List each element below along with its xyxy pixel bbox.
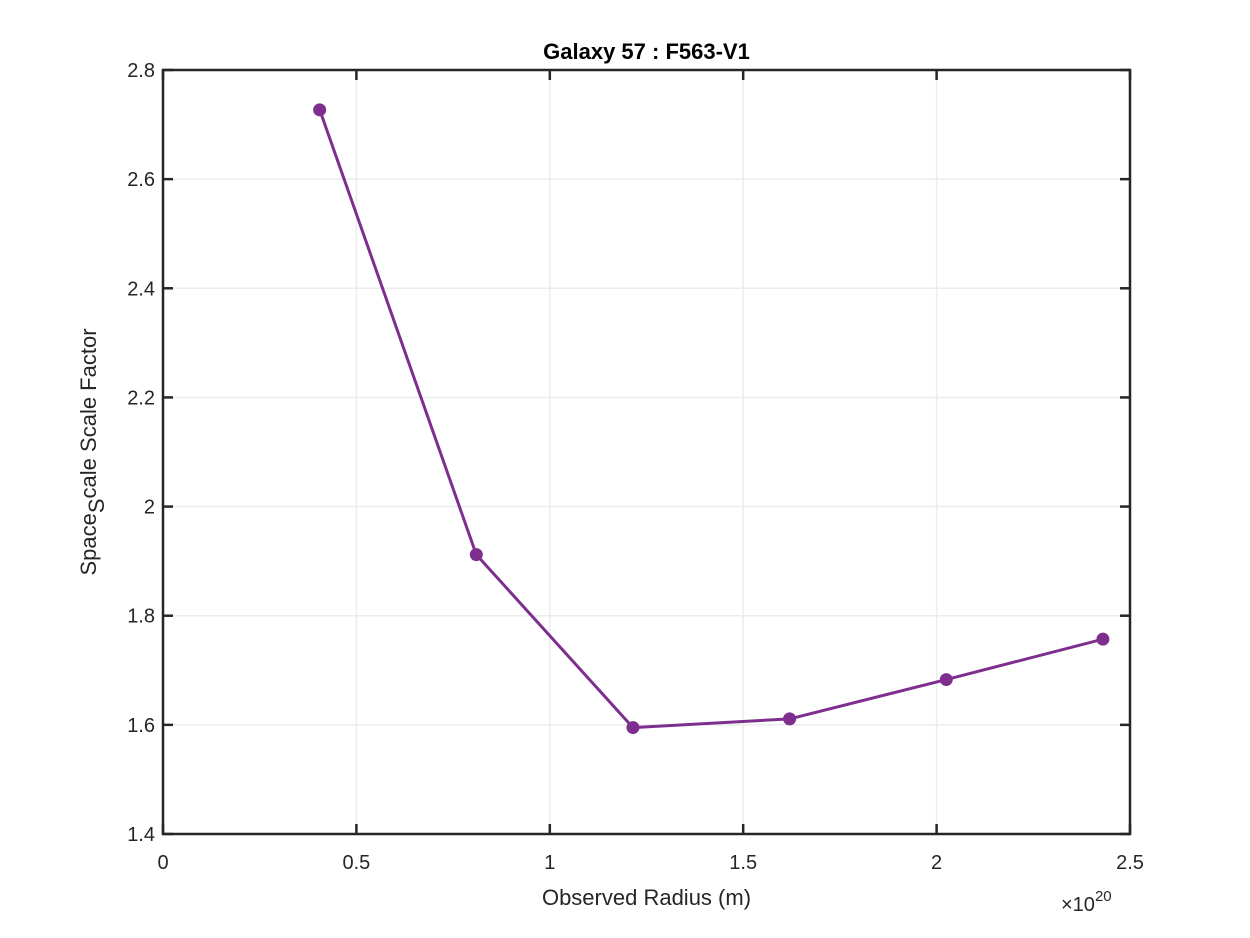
y-tick-label: 2 (144, 497, 155, 519)
data-point (939, 673, 953, 687)
x-axis-exponent-power: 20 (1095, 888, 1112, 905)
data-point (783, 712, 797, 726)
y-axis-label-main: Space (76, 513, 101, 575)
x-tick-label: 2.5 (1116, 852, 1144, 874)
x-tick-label: 1.5 (729, 852, 757, 874)
data-point (626, 721, 640, 735)
y-axis-label-rest: cale Scale Factor (76, 328, 101, 498)
x-axis-label: Observed Radius (m) (542, 885, 751, 910)
y-tick-label: 2.6 (127, 169, 155, 191)
chart-title: Galaxy 57 : F563-V1 (543, 39, 750, 64)
data-point (313, 103, 327, 117)
axis-ticks: 0 0.5 1 1.5 2 2.5 1.4 1.6 1.8 2 2.2 2.4 2.6 2.8 (127, 60, 1144, 874)
y-tick-label: 1.6 (127, 715, 155, 737)
x-tick-label: 0.5 (342, 852, 370, 874)
x-tick-label: 2 (931, 852, 942, 874)
y-tick-label: 2.8 (127, 60, 155, 82)
data-point (1096, 632, 1110, 646)
y-axis-label: SpaceScale Scale Factor (76, 328, 109, 575)
y-tick-label: 1.4 (127, 824, 155, 846)
y-axis-label-subscript: S (84, 498, 109, 513)
plot-area-frame (161, 68, 1132, 836)
x-axis-exponent: ×1020 (1061, 888, 1112, 916)
y-tick-label: 2.4 (127, 278, 155, 300)
data-point (469, 548, 483, 562)
y-tick-label: 2.2 (127, 387, 155, 409)
y-tick-label: 1.8 (127, 606, 155, 628)
x-tick-label: 1 (544, 852, 555, 874)
data-series (313, 103, 1110, 735)
series-line (318, 109, 1104, 730)
x-axis-exponent-base: ×10 (1061, 894, 1095, 916)
grid (163, 70, 1130, 834)
x-tick-label: 0 (157, 852, 168, 874)
